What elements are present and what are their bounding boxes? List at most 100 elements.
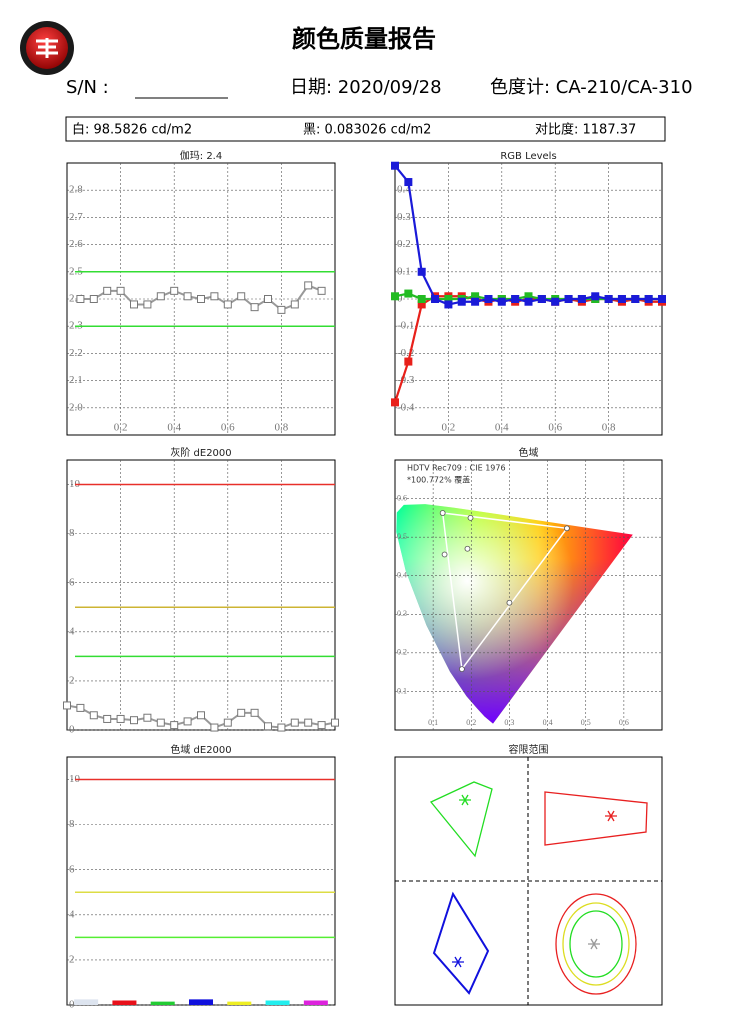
data-point — [250, 303, 259, 312]
y-tick-label: 0.3 — [397, 609, 407, 618]
data-point — [511, 295, 520, 303]
y-tick-label: 0.3 — [397, 211, 411, 223]
series-line — [394, 165, 662, 306]
data-point — [237, 708, 246, 717]
data-point — [431, 295, 440, 303]
data-point — [644, 295, 653, 303]
data-point — [471, 297, 480, 306]
y-tick-label: 0 — [397, 293, 403, 305]
data-point — [404, 178, 413, 187]
data-point — [417, 267, 426, 276]
data-point — [444, 300, 453, 309]
data-point — [264, 295, 272, 303]
y-tick-label: 8 — [69, 527, 75, 539]
data-point — [551, 297, 560, 306]
report-title: 颜色质量报告 — [292, 25, 436, 53]
data-point — [404, 357, 413, 366]
data-point — [170, 286, 179, 295]
data-point — [658, 295, 666, 303]
data-point — [223, 718, 232, 727]
y-tick-label: 0.1 — [397, 686, 407, 695]
summary-box — [65, 116, 666, 142]
data-point — [103, 286, 112, 295]
measured-point — [506, 599, 513, 606]
contrast: 对比度: 1187.37 — [535, 122, 636, 138]
y-tick-label: -0.1 — [397, 320, 414, 332]
data-point — [264, 722, 272, 731]
data-point — [391, 398, 399, 407]
y-tick-label: 8 — [69, 818, 75, 830]
data-point — [143, 713, 152, 722]
data-point — [631, 295, 640, 303]
data-point — [156, 292, 165, 301]
y-tick-label: 4 — [69, 908, 75, 920]
logo — [20, 21, 74, 75]
data-point — [417, 295, 426, 303]
data-point — [89, 711, 98, 720]
data-point — [331, 718, 339, 727]
x-tick-label: 0.8 — [275, 422, 289, 434]
data-point — [497, 297, 506, 306]
chart-title: 容限范围 — [509, 743, 549, 756]
plot-frame — [66, 756, 336, 1006]
plot-frame — [66, 459, 336, 731]
y-tick-label: 0.5 — [397, 532, 407, 541]
measured-point — [459, 666, 465, 672]
x-tick-label: 0.4 — [543, 718, 553, 727]
data-point — [116, 286, 125, 295]
y-tick-label: 2.7 — [69, 211, 83, 223]
data-point — [290, 718, 299, 727]
y-tick-label: -0.3 — [397, 374, 415, 386]
data-point — [250, 708, 259, 717]
y-tick-label: 0 — [69, 999, 75, 1011]
y-tick-label: 0.2 — [397, 648, 407, 657]
x-tick-label: 0.6 — [221, 422, 235, 434]
measured-point — [441, 551, 448, 558]
data-point — [317, 286, 326, 295]
data-point — [304, 281, 313, 290]
bar — [74, 999, 99, 1005]
data-point — [484, 295, 493, 303]
measured-point — [464, 545, 471, 552]
y-tick-label: 2.0 — [69, 401, 83, 413]
x-tick-label: 0.5 — [581, 718, 591, 727]
data-point — [103, 714, 112, 723]
data-point — [457, 297, 466, 306]
data-point — [524, 297, 533, 306]
data-point — [130, 300, 138, 309]
y-tick-label: 0.4 — [397, 571, 407, 580]
bar — [303, 1000, 328, 1005]
cie-locus — [396, 504, 633, 724]
y-tick-label: 10 — [69, 773, 81, 785]
data-point — [277, 305, 286, 314]
chart-title: 色域 — [519, 446, 539, 459]
x-tick-label: 0.4 — [495, 422, 509, 434]
y-tick-label: 6 — [69, 863, 75, 875]
y-tick-label: 0 — [69, 724, 75, 736]
data-point — [237, 292, 246, 301]
chart-title: 伽玛: 2.4 — [180, 149, 222, 162]
y-tick-label: 2.8 — [69, 184, 83, 196]
y-tick-label: 10 — [69, 478, 81, 490]
data-point — [617, 295, 626, 303]
data-point — [304, 718, 313, 727]
series-line — [393, 295, 662, 403]
y-tick-label: 2.6 — [69, 238, 83, 250]
data-point — [317, 721, 326, 730]
y-tick-label: -0.4 — [397, 401, 415, 413]
data-point — [223, 300, 232, 309]
y-tick-label: 0.2 — [397, 238, 411, 250]
chart-title: RGB Levels — [500, 151, 556, 162]
bar — [150, 1001, 175, 1005]
y-tick-label: 6 — [69, 576, 75, 588]
data-point — [277, 723, 286, 732]
measured-point — [564, 525, 570, 532]
measured-point — [467, 514, 474, 521]
y-tick-label: 2 — [69, 674, 75, 686]
x-tick-label: 0.2 — [442, 422, 456, 434]
bar — [227, 1001, 252, 1005]
data-point — [197, 711, 205, 720]
y-tick-label: 0.6 — [397, 493, 407, 502]
data-point — [116, 714, 125, 723]
